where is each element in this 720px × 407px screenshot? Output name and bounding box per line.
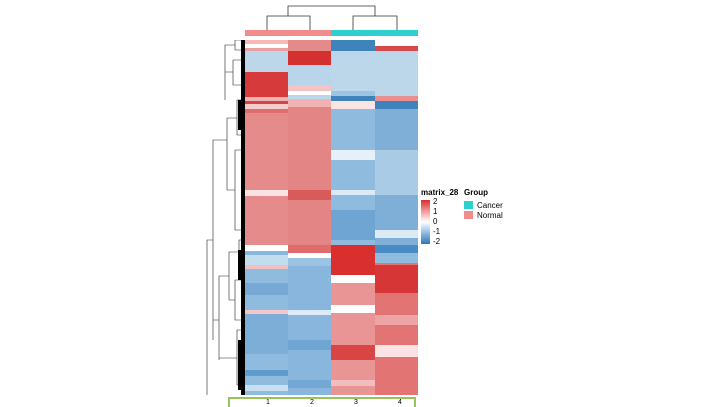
column-label: 1 [266,399,270,406]
colorbar-tick: 1 [433,207,438,216]
normal-swatch [464,211,473,219]
heatmap-column-1 [245,40,288,395]
colorbar [421,200,430,244]
group-legend: Group Cancer Normal [464,188,503,220]
cancer-swatch [464,201,473,209]
colorbar-tick: 0 [433,217,438,226]
colorbar-tick: -1 [433,227,441,236]
group-label: Normal [477,210,503,220]
column-label: 4 [398,399,402,406]
heatmap-column-2 [288,40,331,395]
heatmap-body [245,40,418,395]
group-label: Cancer [477,200,503,210]
column-label: 2 [310,399,314,406]
column-dendrogram [266,5,398,30]
heatmap-column-4 [375,40,418,395]
group-legend-title: Group [464,188,488,197]
colorbar-tick: 2 [433,197,438,206]
colorbar-title: matrix_28 [421,188,459,197]
column-label: 3 [354,399,358,406]
group-legend-item-normal: Normal [464,210,503,220]
annotation-cancer [331,30,418,36]
heatmap-column-3 [331,40,375,395]
annotation-normal [245,30,331,36]
group-annotation-bar [245,30,418,36]
colorbar-tick: -2 [433,237,441,246]
column-labels-box: 1 2 3 4 [228,397,416,407]
row-dendrogram [206,40,245,395]
group-legend-item-cancer: Cancer [464,200,503,210]
